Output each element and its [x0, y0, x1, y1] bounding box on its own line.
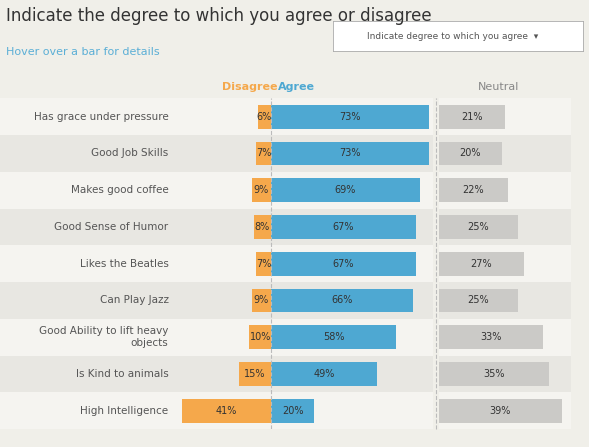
- Bar: [0, 209, 174, 245]
- Bar: [271, 105, 429, 129]
- Bar: [439, 98, 571, 135]
- Bar: [174, 98, 433, 135]
- Bar: [439, 399, 562, 423]
- Text: 8%: 8%: [254, 222, 270, 232]
- Text: Is Kind to animals: Is Kind to animals: [76, 369, 168, 379]
- Text: 6%: 6%: [257, 112, 272, 122]
- Text: 15%: 15%: [244, 369, 266, 379]
- Text: 9%: 9%: [254, 295, 269, 305]
- Bar: [271, 142, 429, 165]
- Text: 7%: 7%: [256, 259, 271, 269]
- Bar: [0, 245, 174, 282]
- Bar: [271, 252, 416, 276]
- Bar: [439, 215, 518, 239]
- Bar: [249, 325, 271, 349]
- Bar: [439, 172, 571, 209]
- Text: 20%: 20%: [282, 406, 303, 416]
- Text: Can Play Jazz: Can Play Jazz: [100, 295, 168, 305]
- Text: Has grace under pressure: Has grace under pressure: [34, 112, 168, 122]
- Bar: [439, 319, 571, 356]
- Bar: [439, 135, 571, 172]
- Text: 69%: 69%: [335, 185, 356, 195]
- Text: 67%: 67%: [333, 222, 354, 232]
- Text: Good Job Skills: Good Job Skills: [91, 148, 168, 159]
- Text: Indicate degree to which you agree  ▾: Indicate degree to which you agree ▾: [368, 32, 538, 41]
- Bar: [439, 325, 543, 349]
- Bar: [439, 252, 524, 276]
- Bar: [174, 356, 433, 392]
- Text: 58%: 58%: [323, 332, 345, 342]
- Bar: [174, 319, 433, 356]
- Text: 41%: 41%: [216, 406, 237, 416]
- Text: Agree: Agree: [279, 82, 315, 92]
- Text: 7%: 7%: [256, 148, 271, 159]
- Text: 25%: 25%: [468, 222, 489, 232]
- Text: 73%: 73%: [339, 148, 360, 159]
- Bar: [439, 289, 518, 312]
- Bar: [174, 245, 433, 282]
- Text: Likes the Beatles: Likes the Beatles: [80, 259, 168, 269]
- Text: 25%: 25%: [468, 295, 489, 305]
- Text: 73%: 73%: [339, 112, 360, 122]
- Bar: [258, 105, 271, 129]
- Bar: [252, 289, 271, 312]
- Bar: [174, 392, 433, 429]
- Bar: [256, 252, 271, 276]
- Text: 39%: 39%: [489, 406, 511, 416]
- Bar: [0, 356, 174, 392]
- Text: Makes good coffee: Makes good coffee: [71, 185, 168, 195]
- Text: 66%: 66%: [332, 295, 353, 305]
- Bar: [256, 142, 271, 165]
- Text: Good Sense of Humor: Good Sense of Humor: [54, 222, 168, 232]
- Bar: [0, 172, 174, 209]
- Bar: [271, 399, 314, 423]
- Bar: [0, 392, 174, 429]
- Text: High Intelligence: High Intelligence: [81, 406, 168, 416]
- Text: 21%: 21%: [461, 112, 483, 122]
- Bar: [271, 325, 396, 349]
- Bar: [439, 209, 571, 245]
- Text: Neutral: Neutral: [478, 82, 519, 92]
- Bar: [271, 362, 377, 386]
- Text: Indicate the degree to which you agree or disagree: Indicate the degree to which you agree o…: [6, 7, 432, 25]
- Bar: [174, 209, 433, 245]
- Bar: [439, 178, 508, 202]
- Bar: [254, 215, 271, 239]
- Text: 20%: 20%: [459, 148, 481, 159]
- Bar: [183, 399, 271, 423]
- Bar: [252, 178, 271, 202]
- Bar: [439, 245, 571, 282]
- Text: 49%: 49%: [313, 369, 335, 379]
- Text: 22%: 22%: [463, 185, 484, 195]
- Bar: [439, 142, 502, 165]
- Text: 10%: 10%: [250, 332, 271, 342]
- Bar: [174, 282, 433, 319]
- Bar: [174, 135, 433, 172]
- Bar: [239, 362, 271, 386]
- Text: Hover over a bar for details: Hover over a bar for details: [6, 47, 160, 57]
- Bar: [174, 172, 433, 209]
- Text: 33%: 33%: [480, 332, 502, 342]
- Text: Disagree: Disagree: [221, 82, 277, 92]
- Bar: [271, 289, 413, 312]
- Bar: [439, 282, 571, 319]
- Bar: [0, 135, 174, 172]
- Bar: [439, 356, 571, 392]
- Text: 67%: 67%: [333, 259, 354, 269]
- Text: 9%: 9%: [254, 185, 269, 195]
- Bar: [271, 215, 416, 239]
- Text: 27%: 27%: [471, 259, 492, 269]
- Bar: [439, 362, 550, 386]
- Bar: [0, 98, 174, 135]
- Bar: [271, 178, 420, 202]
- Text: Good Ability to lift heavy
objects: Good Ability to lift heavy objects: [39, 326, 168, 348]
- Bar: [0, 282, 174, 319]
- Bar: [0, 319, 174, 356]
- Bar: [439, 105, 505, 129]
- Text: 35%: 35%: [483, 369, 505, 379]
- Bar: [439, 392, 571, 429]
